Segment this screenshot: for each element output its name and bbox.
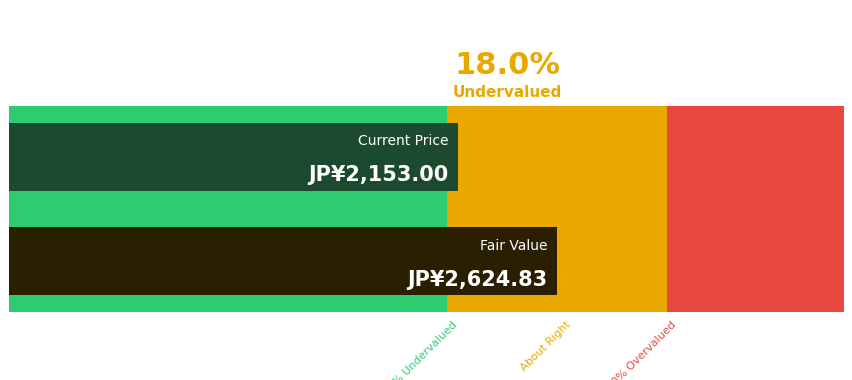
Text: 18.0%: 18.0%	[454, 51, 560, 80]
Text: Current Price: Current Price	[358, 135, 448, 149]
Bar	[9, 123, 458, 190]
Text: JP¥2,624.83: JP¥2,624.83	[406, 269, 546, 290]
Bar	[446, 106, 666, 312]
Bar	[666, 106, 843, 312]
Text: 20% Undervalued: 20% Undervalued	[381, 320, 458, 380]
Bar	[9, 228, 556, 295]
Text: Undervalued: Undervalued	[452, 85, 561, 100]
Bar	[9, 106, 446, 312]
Text: 20% Overvalued: 20% Overvalued	[605, 320, 677, 380]
Text: About Right: About Right	[518, 320, 572, 374]
Text: Fair Value: Fair Value	[479, 239, 546, 253]
Text: JP¥2,153.00: JP¥2,153.00	[308, 165, 448, 185]
